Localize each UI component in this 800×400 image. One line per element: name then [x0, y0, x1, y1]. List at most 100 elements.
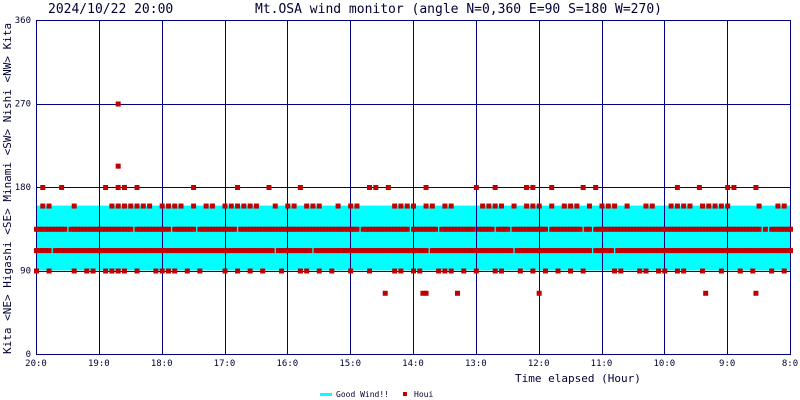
- houi-point: [304, 203, 310, 209]
- y-tick-label: 360: [15, 16, 31, 26]
- houi-point: [401, 248, 407, 254]
- houi-point: [530, 268, 536, 274]
- houi-point: [247, 203, 253, 209]
- houi-point: [307, 248, 313, 254]
- houi-point: [517, 226, 523, 232]
- houi-point: [734, 226, 740, 232]
- houi-point: [363, 226, 369, 232]
- houi-point: [640, 226, 646, 232]
- houi-point: [103, 268, 109, 274]
- houi-point: [134, 226, 140, 232]
- houi-point: [184, 268, 190, 274]
- houi-point: [121, 203, 127, 209]
- houi-point: [71, 203, 77, 209]
- houi-point: [448, 226, 454, 232]
- houi-point: [382, 248, 388, 254]
- houi-point: [191, 226, 197, 232]
- houi-point: [549, 248, 555, 254]
- houi-point: [630, 226, 636, 232]
- houi-point: [527, 248, 533, 254]
- houi-point: [106, 248, 112, 254]
- houi-point: [769, 226, 775, 232]
- houi-point: [96, 226, 102, 232]
- houi-point: [420, 248, 426, 254]
- houi-point: [43, 226, 49, 232]
- houi-point: [172, 226, 178, 232]
- houi-point: [495, 226, 501, 232]
- houi-point: [285, 248, 291, 254]
- houi-point: [279, 268, 285, 274]
- houi-point: [709, 226, 715, 232]
- houi-point: [275, 226, 281, 232]
- houi-point: [552, 226, 558, 232]
- houi-point: [329, 268, 335, 274]
- houi-point: [68, 226, 74, 232]
- houi-point: [483, 248, 489, 254]
- houi-point: [649, 248, 655, 254]
- houi-point: [178, 226, 184, 232]
- houi-point: [266, 248, 272, 254]
- houi-point: [473, 248, 479, 254]
- houi-point: [77, 248, 83, 254]
- houi-point: [109, 226, 115, 232]
- houi-point: [37, 248, 43, 254]
- houi-point: [429, 203, 435, 209]
- houi-point: [678, 226, 684, 232]
- houi-point: [731, 226, 737, 232]
- houi-point: [574, 226, 580, 232]
- houi-point: [656, 248, 662, 254]
- houi-point: [297, 248, 303, 254]
- houi-point: [238, 248, 244, 254]
- houi-point: [668, 248, 674, 254]
- houi-point: [382, 290, 388, 296]
- houi-point: [46, 203, 52, 209]
- houi-point: [568, 268, 574, 274]
- houi-point: [470, 226, 476, 232]
- houi-point: [737, 226, 743, 232]
- houi-point: [162, 248, 168, 254]
- houi-point: [492, 203, 498, 209]
- houi-point: [288, 226, 294, 232]
- houi-point: [323, 248, 329, 254]
- houi-point: [464, 226, 470, 232]
- houi-point: [398, 226, 404, 232]
- houi-point: [316, 226, 322, 232]
- houi-point: [737, 268, 743, 274]
- houi-point: [90, 268, 96, 274]
- houi-point: [197, 268, 203, 274]
- houi-point: [191, 185, 197, 190]
- houi-point: [530, 185, 536, 190]
- houi-point: [461, 268, 467, 274]
- houi-point: [652, 248, 658, 254]
- houi-point: [222, 268, 228, 274]
- houi-point: [781, 226, 787, 232]
- houi-point: [206, 248, 212, 254]
- houi-point: [37, 226, 43, 232]
- houi-point: [671, 226, 677, 232]
- houi-point: [121, 226, 127, 232]
- houi-point: [275, 248, 281, 254]
- houi-point: [681, 203, 687, 209]
- houi-point: [451, 248, 457, 254]
- chart-title: Mt.OSA wind monitor (angle N=0,360 E=90 …: [255, 2, 662, 17]
- houi-point: [539, 226, 545, 232]
- houi-point: [558, 248, 564, 254]
- houi-point: [40, 185, 46, 190]
- houi-point: [411, 203, 416, 209]
- houi-point: [209, 226, 215, 232]
- houi-point: [731, 248, 737, 254]
- houi-point: [539, 248, 545, 254]
- houi-point: [291, 226, 297, 232]
- houi-point: [93, 226, 99, 232]
- houi-point: [235, 203, 241, 209]
- houi-point: [348, 226, 354, 232]
- houi-point: [263, 248, 269, 254]
- houi-point: [156, 248, 162, 254]
- houi-point: [596, 226, 602, 232]
- houi-point: [700, 226, 706, 232]
- houi-point: [602, 248, 608, 254]
- houi-point: [530, 248, 536, 254]
- houi-point: [84, 226, 90, 232]
- houi-point: [247, 248, 253, 254]
- houi-point: [351, 248, 357, 254]
